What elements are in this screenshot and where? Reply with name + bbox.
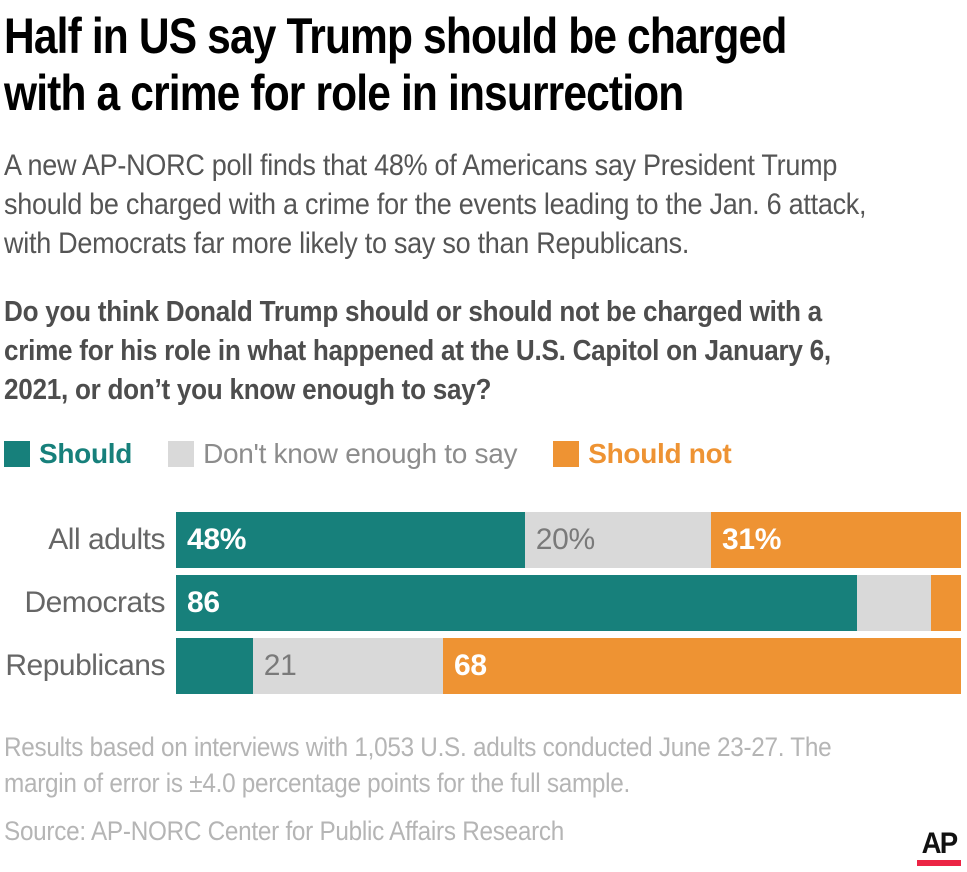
methodology-note: Results based on interviews with 1,053 U… bbox=[4, 732, 832, 799]
bar-segment: 21 bbox=[252, 638, 443, 695]
legend-label: Should bbox=[39, 438, 133, 470]
legend-label: Should not bbox=[588, 438, 732, 470]
page-title: Half in US say Trump should be charged w… bbox=[4, 8, 787, 121]
chart-legend: Should Don't know enough to say Should not bbox=[4, 440, 961, 468]
bar-row: All adults 48% 20% 31% bbox=[4, 512, 961, 569]
bar-segment bbox=[176, 638, 253, 695]
source-line: Source: AP-NORC Center for Public Affair… bbox=[4, 816, 565, 847]
legend-item: Should bbox=[4, 440, 132, 468]
bar-segment bbox=[931, 575, 962, 632]
subtitle: A new AP-NORC poll finds that 48% of Ame… bbox=[4, 149, 867, 260]
bar-segment: 68 bbox=[442, 638, 961, 695]
bar-segment: 20% bbox=[524, 512, 711, 569]
poll-question: Do you think Donald Trump should or shou… bbox=[4, 296, 831, 407]
legend-item: Don't know enough to say bbox=[168, 438, 518, 470]
legend-swatch bbox=[4, 441, 30, 468]
ap-logo-text: AP bbox=[921, 826, 959, 860]
bar-track: 86 bbox=[176, 575, 962, 632]
bar-value-label: 31% bbox=[721, 523, 782, 557]
category-label: Republicans bbox=[5, 649, 165, 683]
bar-segment bbox=[857, 575, 932, 632]
ap-logo: AP bbox=[917, 826, 961, 866]
bar-value-label: 68 bbox=[453, 649, 487, 683]
bar-track: 48% 20% 31% bbox=[176, 512, 961, 569]
bar-value-label: 20% bbox=[535, 523, 595, 557]
bar-segment: 48% bbox=[176, 512, 525, 569]
legend-swatch bbox=[553, 441, 580, 468]
legend-swatch bbox=[168, 441, 195, 468]
bar-value-label: 48% bbox=[187, 523, 247, 557]
bar-track: 21 68 bbox=[176, 638, 961, 695]
bar-value-label: 21 bbox=[263, 649, 297, 683]
legend-item: Should not bbox=[553, 438, 732, 470]
category-label: All adults bbox=[48, 523, 165, 557]
bar-row: Republicans 21 68 bbox=[4, 638, 961, 695]
ap-logo-red-bar bbox=[917, 860, 961, 866]
bar-row: Democrats 86 bbox=[4, 575, 962, 632]
bar-segment: 86 bbox=[176, 575, 858, 632]
bar-value-label: 86 bbox=[187, 586, 220, 620]
category-label: Democrats bbox=[24, 586, 165, 620]
stacked-bar-chart: All adults 48% 20% 31% Democrats 86 Republican… bbox=[4, 512, 962, 695]
legend-label: Don't know enough to say bbox=[203, 438, 518, 470]
bar-segment: 31% bbox=[710, 512, 961, 569]
